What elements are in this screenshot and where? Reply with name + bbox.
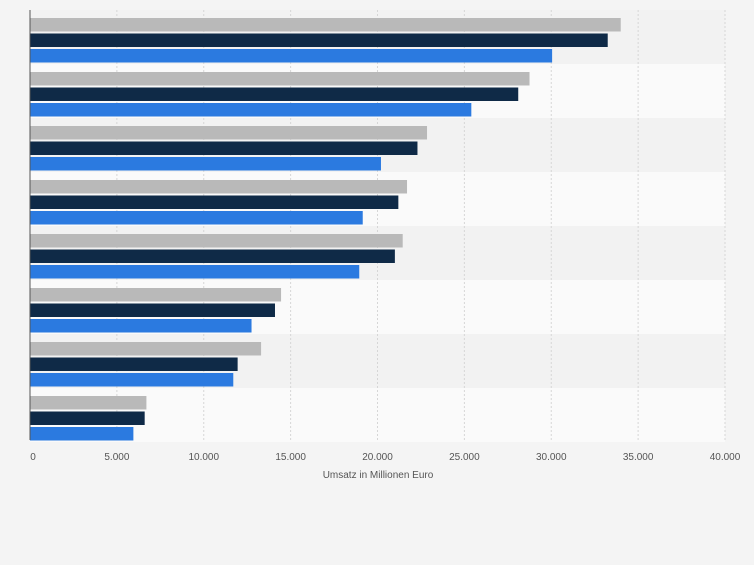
bar (30, 157, 381, 171)
x-tick-label: 30.000 (536, 452, 567, 463)
bar (30, 103, 472, 117)
bar (30, 342, 262, 356)
bar (30, 141, 418, 155)
bars (30, 18, 621, 441)
x-tick-label: 35.000 (623, 452, 654, 463)
x-tick-label: 5.000 (104, 452, 129, 463)
bar (30, 265, 360, 279)
x-tick-label: 40.000 (710, 452, 741, 463)
bar (30, 33, 608, 47)
x-tick-label: 25.000 (449, 452, 480, 463)
x-axis-label: Umsatz in Millionen Euro (323, 470, 434, 481)
bar (30, 180, 408, 194)
bar (30, 211, 363, 225)
bar (30, 126, 428, 140)
bar (30, 303, 275, 317)
bar (30, 18, 621, 32)
bar (30, 234, 403, 248)
bar (30, 427, 134, 441)
bar (30, 319, 252, 333)
bar (30, 249, 395, 263)
bar (30, 87, 519, 101)
x-tick-label: 15.000 (275, 452, 306, 463)
bar (30, 49, 553, 63)
bar (30, 411, 145, 425)
bar (30, 72, 530, 86)
bar (30, 288, 282, 302)
x-tick-label: 10.000 (188, 452, 219, 463)
x-tick-label: 20.000 (362, 452, 393, 463)
bar (30, 373, 234, 387)
bar (30, 357, 238, 371)
bar (30, 195, 399, 209)
x-tick-label: 0 (30, 452, 36, 463)
x-tick-labels: 0 5.000 10.000 15.000 20.000 25.000 30.000 35.0… (30, 452, 741, 463)
bar (30, 396, 147, 410)
